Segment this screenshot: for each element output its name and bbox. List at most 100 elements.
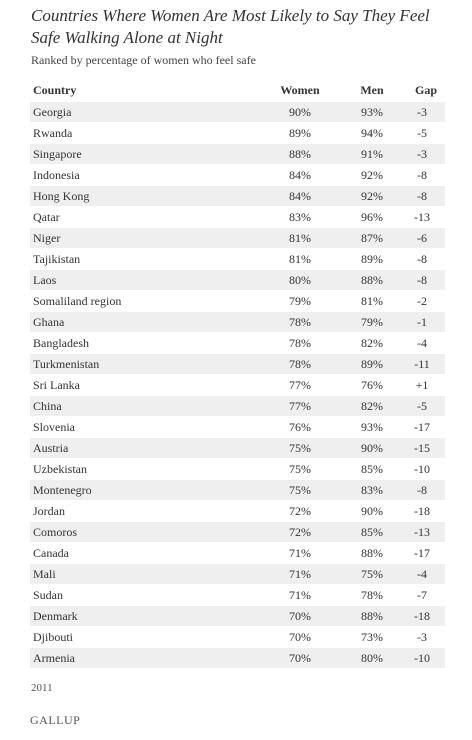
table-row: Singapore 88% 91% -3: [30, 143, 445, 164]
table-row: Georgia 90% 93% -3: [30, 101, 445, 122]
cell-women: 83%: [289, 210, 311, 224]
cell-country: Mali: [33, 567, 56, 581]
cell-country: Somaliland region: [33, 294, 122, 308]
cell-women: 84%: [289, 189, 311, 203]
cell-country: Bangladesh: [33, 336, 89, 350]
cell-men: 94%: [361, 126, 383, 140]
cell-country: Rwanda: [33, 126, 73, 140]
cell-women: 90%: [289, 105, 311, 119]
cell-men: 81%: [361, 294, 383, 308]
table-row: Mali 71% 75% -4: [30, 563, 445, 584]
cell-women: 78%: [289, 357, 311, 371]
table-row: Bangladesh 78% 82% -4: [30, 332, 445, 353]
cell-women: 77%: [289, 399, 311, 413]
table-row: Turkmenistan 78% 89% -11: [30, 353, 445, 374]
cell-gap: -5: [417, 126, 427, 140]
table-header-row: Country Women Men Gap: [30, 79, 445, 101]
cell-gap: -13: [414, 210, 430, 224]
table-row: Djibouti 70% 73% -3: [30, 626, 445, 647]
data-table: Country Women Men Gap Georgia 90% 93% -3 Rwa…: [30, 79, 445, 668]
cell-men: 82%: [361, 336, 383, 350]
cell-country: Sudan: [33, 588, 63, 602]
cell-women: 71%: [289, 546, 311, 560]
cell-men: 78%: [361, 588, 383, 602]
cell-country: Jordan: [33, 504, 65, 518]
table-row: Qatar 83% 96% -13: [30, 206, 445, 227]
table-row: Sri Lanka 77% 76% +1: [30, 374, 445, 395]
cell-gap: -3: [417, 105, 427, 119]
cell-gap: -4: [417, 567, 427, 581]
cell-men: 89%: [361, 252, 383, 266]
cell-gap: -11: [414, 357, 430, 371]
cell-women: 78%: [289, 336, 311, 350]
cell-gap: -8: [417, 189, 427, 203]
cell-country: Denmark: [33, 609, 78, 623]
cell-gap: -4: [417, 336, 427, 350]
cell-men: 93%: [361, 420, 383, 434]
cell-men: 73%: [361, 630, 383, 644]
cell-men: 83%: [361, 483, 383, 497]
cell-country: Uzbekistan: [33, 462, 87, 476]
cell-men: 88%: [361, 546, 383, 560]
table-row: Ghana 78% 79% -1: [30, 311, 445, 332]
cell-women: 70%: [289, 651, 311, 665]
cell-gap: -3: [417, 147, 427, 161]
cell-women: 71%: [289, 588, 311, 602]
cell-gap: -17: [414, 546, 430, 560]
cell-gap: -10: [414, 651, 430, 665]
header-men: Men: [360, 83, 384, 97]
cell-women: 70%: [289, 630, 311, 644]
cell-country: Turkmenistan: [33, 357, 100, 371]
cell-women: 77%: [289, 378, 311, 392]
header-women: Women: [280, 83, 320, 97]
cell-country: Hong Kong: [33, 189, 90, 203]
cell-men: 93%: [361, 105, 383, 119]
cell-women: 75%: [289, 462, 311, 476]
table-row: Indonesia 84% 92% -8: [30, 164, 445, 185]
table-row: Somaliland region 79% 81% -2: [30, 290, 445, 311]
table-row: Montenegro 75% 83% -8: [30, 479, 445, 500]
cell-men: 92%: [361, 189, 383, 203]
cell-gap: -2: [417, 294, 427, 308]
cell-women: 78%: [289, 315, 311, 329]
cell-women: 75%: [289, 441, 311, 455]
table-row: Sudan 71% 78% -7: [30, 584, 445, 605]
cell-men: 92%: [361, 168, 383, 182]
cell-country: Georgia: [33, 105, 72, 119]
cell-men: 85%: [361, 525, 383, 539]
cell-gap: -6: [417, 231, 427, 245]
cell-country: Indonesia: [33, 168, 80, 182]
cell-country: Armenia: [33, 651, 75, 665]
cell-country: Tajikistan: [33, 252, 81, 266]
cell-women: 72%: [289, 504, 311, 518]
table-row: Rwanda 89% 94% -5: [30, 122, 445, 143]
cell-gap: -18: [414, 609, 430, 623]
cell-men: 87%: [361, 231, 383, 245]
table-row: Uzbekistan 75% 85% -10: [30, 458, 445, 479]
cell-country: Ghana: [33, 315, 65, 329]
cell-men: 76%: [361, 378, 383, 392]
cell-gap: -3: [417, 630, 427, 644]
cell-country: Laos: [33, 273, 57, 287]
page-title: Countries Where Women Are Most Likely to…: [31, 6, 430, 47]
cell-gap: -5: [417, 399, 427, 413]
cell-country: Djibouti: [33, 630, 74, 644]
cell-men: 79%: [361, 315, 383, 329]
gallup-logo: GALLUP: [30, 713, 81, 727]
cell-men: 91%: [361, 147, 383, 161]
table-row: Hong Kong 84% 92% -8: [30, 185, 445, 206]
cell-gap: +1: [415, 378, 429, 392]
cell-gap: -8: [417, 273, 427, 287]
cell-country: Montenegro: [33, 483, 92, 497]
table-row: Niger 81% 87% -6: [30, 227, 445, 248]
table-row: Comoros 72% 85% -13: [30, 521, 445, 542]
cell-women: 88%: [289, 147, 311, 161]
cell-gap: -18: [414, 504, 430, 518]
table-row: Jordan 72% 90% -18: [30, 500, 445, 521]
cell-women: 79%: [289, 294, 311, 308]
cell-men: 88%: [361, 609, 383, 623]
cell-gap: -8: [417, 483, 427, 497]
header-country: Country: [33, 83, 77, 97]
table-row: Tajikistan 81% 89% -8: [30, 248, 445, 269]
header-gap: Gap: [414, 83, 437, 97]
